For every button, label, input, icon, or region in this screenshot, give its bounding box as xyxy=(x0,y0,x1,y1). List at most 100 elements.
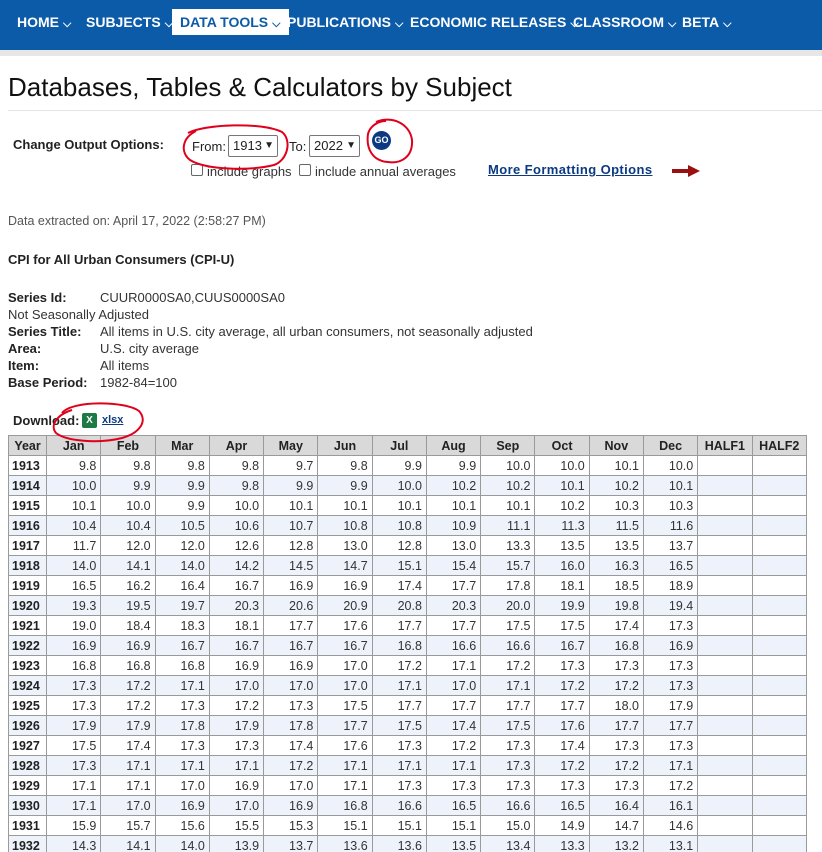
value-cell: 16.5 xyxy=(642,555,699,576)
value-cell: 17.1 xyxy=(642,755,699,776)
table-header-row: Year Jan Feb Mar Apr May Jun Jul Aug Sep Oct Nov Dec… xyxy=(7,435,808,456)
nav-item-publications[interactable]: PUBLICATIONS ⌵ xyxy=(287,9,403,35)
value-cell xyxy=(751,715,808,736)
from-year-select[interactable]: 1913 ▼ xyxy=(228,135,278,157)
chevron-down-icon: ⌵ xyxy=(164,18,174,30)
value-cell: 17.2 xyxy=(425,735,482,756)
value-cell: 10.4 xyxy=(100,515,156,536)
value-cell: 17.2 xyxy=(588,675,644,696)
value-cell xyxy=(751,835,808,852)
value-cell: 16.9 xyxy=(263,795,319,816)
value-cell: 20.0 xyxy=(480,595,536,616)
value-cell: 17.4 xyxy=(425,715,482,736)
arrow-right-icon[interactable] xyxy=(672,165,702,177)
table-row: 1924 17.3 17.2 17.1 17.0 17.0 17.0 17.1 17.0 17.1… xyxy=(7,675,808,696)
value-cell: 17.2 xyxy=(263,755,319,776)
value-cell: 9.8 xyxy=(154,455,210,476)
value-cell: 16.9 xyxy=(208,655,265,676)
value-cell xyxy=(697,795,753,816)
table-row: 1927 17.5 17.4 17.3 17.3 17.4 17.6 17.3 17.2 17.3… xyxy=(7,735,808,756)
value-cell: 17.5 xyxy=(480,715,536,736)
xlsx-download-link[interactable]: xlsx xyxy=(102,414,124,426)
value-cell: 17.1 xyxy=(154,755,210,776)
value-cell: 16.4 xyxy=(588,795,644,816)
value-cell: 10.2 xyxy=(588,475,644,496)
value-cell: 13.1 xyxy=(642,835,699,852)
value-cell: 17.7 xyxy=(480,695,536,716)
include-graphs-checkbox[interactable] xyxy=(191,164,203,176)
nav-item-home[interactable]: HOME ⌵ xyxy=(17,9,71,35)
value-cell: 17.0 xyxy=(154,775,210,796)
nav-item-economic-releases[interactable]: ECONOMIC RELEASES ⌵ xyxy=(410,9,579,35)
value-cell: 17.7 xyxy=(371,695,427,716)
value-cell: 17.1 xyxy=(425,755,482,776)
title-divider xyxy=(8,110,822,111)
chevron-down-icon: ⌵ xyxy=(394,18,404,30)
column-header: Jun xyxy=(317,435,373,456)
value-cell: 17.0 xyxy=(317,675,373,696)
nav-item-data-tools[interactable]: DATA TOOLS ⌵ xyxy=(172,9,289,35)
value-cell: 11.5 xyxy=(588,515,644,536)
excel-icon[interactable]: X xyxy=(82,413,97,428)
value-cell: 13.9 xyxy=(208,835,265,852)
value-cell: 16.8 xyxy=(317,795,373,816)
value-cell: 10.1 xyxy=(425,495,482,516)
value-cell: 16.9 xyxy=(642,635,699,656)
go-button[interactable]: GO xyxy=(372,131,391,150)
value-cell: 14.1 xyxy=(100,835,156,852)
value-cell: 15.4 xyxy=(425,555,482,576)
series-id-value: CUUR0000SA0,CUUS0000SA0 xyxy=(100,290,285,305)
value-cell: 20.3 xyxy=(208,595,265,616)
value-cell: 17.3 xyxy=(588,775,644,796)
value-cell: 10.5 xyxy=(154,515,210,536)
value-cell: 17.7 xyxy=(425,575,482,596)
value-cell xyxy=(751,815,808,836)
value-cell: 17.4 xyxy=(588,615,644,636)
value-cell: 10.1 xyxy=(588,455,644,476)
year-cell: 1924 xyxy=(7,675,48,696)
value-cell: 18.0 xyxy=(588,695,644,716)
value-cell: 10.8 xyxy=(317,515,373,536)
value-cell: 17.7 xyxy=(588,715,644,736)
to-year-select[interactable]: 2022 ▼ xyxy=(309,135,360,157)
value-cell: 16.8 xyxy=(46,655,102,676)
value-cell: 17.3 xyxy=(208,735,265,756)
value-cell: 10.1 xyxy=(46,495,102,516)
nav-label: DATA TOOLS xyxy=(180,14,269,30)
value-cell: 16.0 xyxy=(534,555,590,576)
value-cell: 16.9 xyxy=(46,635,102,656)
value-cell: 17.3 xyxy=(371,735,427,756)
include-annual-averages-label: include annual averages xyxy=(315,164,456,179)
base-period-value: 1982-84=100 xyxy=(100,375,177,390)
value-cell: 10.1 xyxy=(480,495,536,516)
value-cell xyxy=(697,775,753,796)
more-formatting-options-link[interactable]: More Formatting Options xyxy=(488,162,653,177)
value-cell: 17.7 xyxy=(317,715,373,736)
value-cell: 17.8 xyxy=(154,715,210,736)
nav-item-subjects[interactable]: SUBJECTS ⌵ xyxy=(86,9,173,35)
value-cell: 17.2 xyxy=(642,775,699,796)
value-cell: 17.1 xyxy=(100,755,156,776)
nav-item-classroom[interactable]: CLASSROOM ⌵ xyxy=(573,9,676,35)
value-cell xyxy=(751,495,808,516)
value-cell: 17.3 xyxy=(588,655,644,676)
value-cell xyxy=(751,655,808,676)
value-cell: 16.6 xyxy=(425,635,482,656)
column-header: Jul xyxy=(371,435,427,456)
year-cell: 1926 xyxy=(7,715,48,736)
value-cell: 13.3 xyxy=(534,835,590,852)
nav-label: PUBLICATIONS xyxy=(287,14,391,30)
value-cell xyxy=(697,715,753,736)
from-year-value: 1913 xyxy=(233,138,262,153)
value-cell: 19.4 xyxy=(642,595,699,616)
value-cell xyxy=(697,815,753,836)
value-cell: 17.3 xyxy=(46,755,102,776)
value-cell: 17.3 xyxy=(480,755,536,776)
value-cell: 18.1 xyxy=(534,575,590,596)
value-cell: 10.0 xyxy=(642,455,699,476)
table-row: 1917 11.7 12.0 12.0 12.6 12.8 13.0 12.8 13.0 13.3… xyxy=(7,535,808,556)
include-annual-averages-checkbox[interactable] xyxy=(299,164,311,176)
value-cell: 17.3 xyxy=(642,655,699,676)
value-cell xyxy=(697,615,753,636)
nav-item-beta[interactable]: BETA ⌵ xyxy=(682,9,731,35)
